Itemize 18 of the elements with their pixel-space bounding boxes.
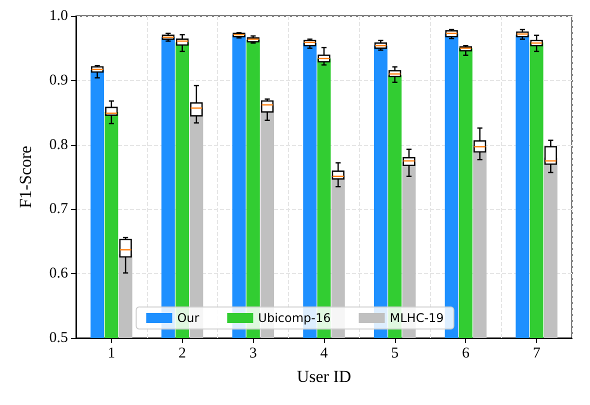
x-tick-label: 4 bbox=[320, 346, 328, 362]
x-tick-label: 6 bbox=[462, 346, 470, 362]
y-tick-label: 0.7 bbox=[49, 201, 68, 218]
y-tick-label: 0.6 bbox=[49, 266, 68, 282]
y-tick-label: 0.9 bbox=[49, 72, 68, 88]
y-axis-title: F1-Score bbox=[16, 146, 35, 208]
x-tick-label: 3 bbox=[249, 346, 257, 362]
y-tick-label: 0.8 bbox=[49, 136, 68, 153]
x-axis-title: User ID bbox=[296, 367, 352, 386]
x-tick-label: 5 bbox=[391, 346, 399, 362]
y-tick-label: 1.0 bbox=[49, 8, 68, 24]
x-tick-label: 7 bbox=[532, 346, 541, 362]
y-tick-label: 0.5 bbox=[49, 330, 68, 346]
x-tick-label: 1 bbox=[108, 346, 116, 362]
legend-label: Ubicomp-16 bbox=[258, 311, 331, 325]
x-tick-label: 2 bbox=[178, 346, 186, 362]
legend-label: Our bbox=[177, 311, 200, 325]
legend-label: MLHC-19 bbox=[390, 311, 444, 325]
